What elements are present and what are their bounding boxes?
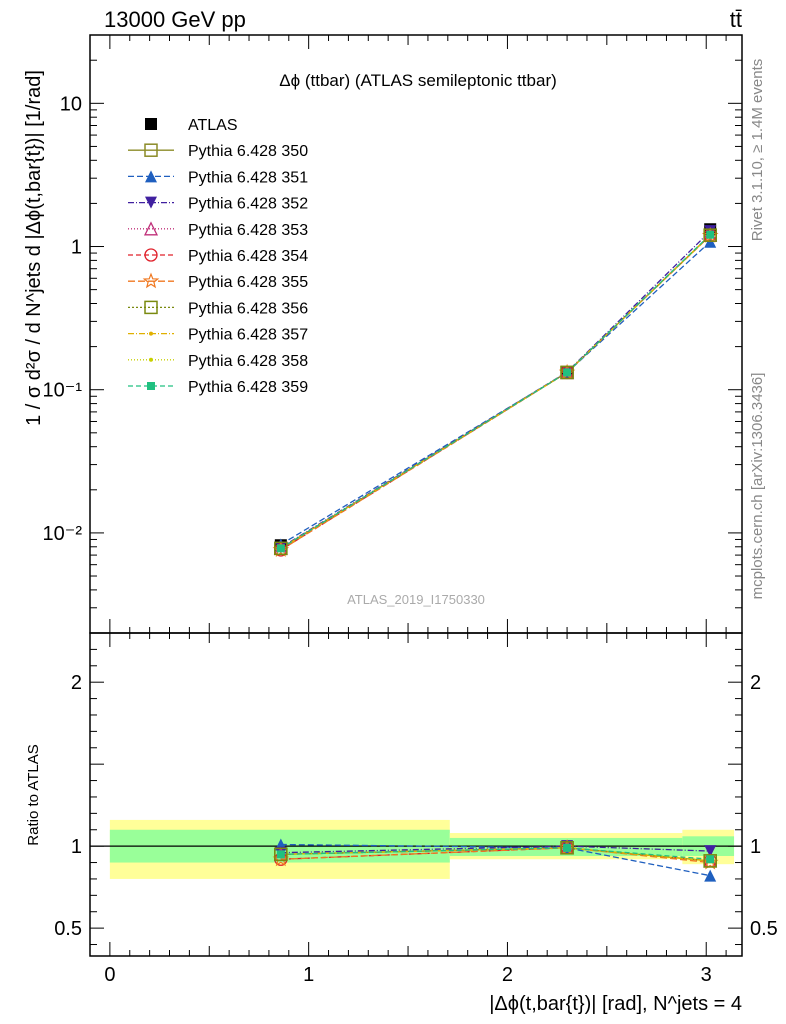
main-series-line-9 [280, 234, 711, 549]
axes: 10⁻² 10⁻¹ 1 10 0 1 2 3 0.5 0.5 1 1 2 2 [43, 34, 778, 986]
main-y-tick-label: 10 [60, 93, 82, 115]
main-series-line-1 [280, 234, 711, 549]
ratio-y-tick-label: 2 [71, 672, 82, 694]
main-point-s6-p0 [272, 541, 290, 557]
main-point-s10-p2 [706, 230, 715, 239]
legend-label-3: Pythia 6.428 352 [188, 196, 308, 213]
legend-marker-2 [145, 170, 157, 183]
main-series-line-6 [280, 235, 711, 551]
x-tick-label: 1 [303, 964, 314, 986]
ratio-point-s6-p1 [560, 841, 574, 855]
legend: ATLAS Pythia 6.428 350 Pythia 6.428 351 Pyt… [128, 117, 308, 396]
ratio-y-tick-label-right: 1 [750, 836, 761, 858]
ratio-y-tick-label: 0.5 [54, 918, 82, 940]
plot-title: Δϕ (ttbar) (ATLAS semileptonic ttbar) [279, 71, 557, 90]
x-tick-label: 0 [104, 964, 115, 986]
ratio-point-s6-p2 [703, 854, 717, 868]
main-point-s6-p2 [701, 227, 719, 243]
main-series-line-3 [280, 230, 711, 549]
main-y-tick-label: 10⁻¹ [43, 380, 83, 402]
legend-marker-0 [145, 118, 157, 130]
ratio-series-line-1 [280, 843, 711, 877]
legend-marker-5 [144, 248, 158, 262]
legend-label-1: Pythia 6.428 350 [188, 143, 308, 160]
legend-label-5: Pythia 6.428 354 [188, 248, 308, 265]
ratio-frame [89, 632, 743, 957]
legend-marker-1 [144, 143, 158, 157]
main-series-line-7 [280, 234, 711, 549]
legend-marker-7 [144, 300, 158, 315]
main-point-s10-p0 [276, 544, 285, 553]
ratio-series [272, 838, 719, 882]
ratio-point-s9-p2 [706, 855, 715, 864]
main-y-tick-label: 1 [71, 237, 82, 259]
legend-label-2: Pythia 6.428 351 [188, 169, 308, 186]
watermark: ATLAS_2019_I1750330 [347, 592, 485, 607]
rivet-version-label: Rivet 3.1.10, ≥ 1.4M events [749, 59, 766, 242]
legend-label-0: ATLAS [188, 117, 238, 134]
legend-marker-10 [147, 382, 155, 390]
legend-label-7: Pythia 6.428 356 [188, 300, 308, 317]
main-series-line-8 [280, 234, 711, 549]
legend-label-9: Pythia 6.428 358 [188, 353, 308, 370]
ratio-point-s1-p2 [704, 869, 717, 882]
x-tick-label: 2 [502, 964, 513, 986]
ratio-point-s9-p0 [276, 850, 285, 859]
main-point-s10-p1 [563, 368, 572, 377]
main-series-line-10 [280, 234, 711, 549]
legend-marker-3 [145, 196, 157, 209]
legend-marker-9 [149, 357, 153, 362]
legend-label-6: Pythia 6.428 355 [188, 274, 308, 291]
main-series [272, 223, 719, 557]
ratio-point-s5-p0 [272, 850, 290, 867]
x-tick-label: 3 [701, 964, 712, 986]
legend-label-4: Pythia 6.428 353 [188, 222, 308, 239]
ratio-y-axis-label: Ratio to ATLAS [25, 744, 42, 845]
mcplots-label: mcplots.cern.ch [arXiv:1306.3436] [749, 373, 766, 600]
ratio-point-s6-p0 [274, 847, 288, 862]
main-point-s7-p1 [560, 365, 574, 380]
legend-marker-6 [142, 272, 160, 289]
process-label: tt̄ [730, 7, 742, 32]
ratio-uncertainty-bands [109, 819, 735, 879]
ratio-y-tick-label-right: 0.5 [750, 918, 778, 940]
main-point-s7-p0 [274, 541, 288, 556]
x-axis-label: |Δϕ(t,bar{t})| [rad], N^jets = 4 [489, 993, 742, 1015]
ratio-point-s2-p2 [704, 845, 717, 858]
main-y-tick-label: 10⁻² [43, 523, 83, 545]
main-point-s7-p2 [703, 228, 717, 242]
ratio-y-tick-label: 1 [71, 836, 82, 858]
ratio-point-s9-p1 [563, 843, 572, 852]
main-series-line-5 [280, 234, 711, 551]
energy-label: 13000 GeV pp [104, 7, 246, 32]
main-series-line-2 [280, 241, 711, 546]
main-y-axis-label: 1 / σ d²σ / d N^jets d |Δϕ(t,bar{t})| [1… [23, 70, 45, 426]
ratio-y-tick-label-right: 2 [750, 672, 761, 694]
legend-marker-4 [143, 221, 159, 236]
legend-label-8: Pythia 6.428 357 [188, 327, 308, 344]
legend-label-10: Pythia 6.428 359 [188, 379, 308, 396]
legend-marker-8 [149, 331, 153, 336]
ratio-point-s5-p2 [701, 853, 719, 870]
main-series-line-4 [280, 234, 711, 549]
